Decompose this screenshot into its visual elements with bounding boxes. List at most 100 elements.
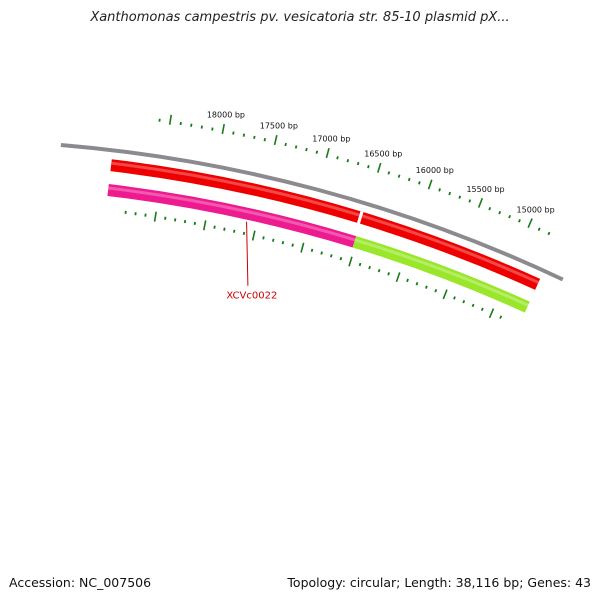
ruler-minor-tick (397, 174, 401, 178)
ruler-major-tick (427, 179, 433, 190)
ruler-minor-tick (356, 161, 360, 166)
reverse-strand-track (107, 184, 530, 313)
reverse-gene-xcvc0022-highlight (108, 186, 356, 242)
gene-label[interactable]: XCVc0022 (226, 291, 277, 302)
ruler-minor-tick (438, 188, 441, 192)
ruler-major-tick (221, 123, 225, 135)
ruler-label: 17000 bp (312, 135, 350, 144)
ruler-minor-tick (294, 145, 298, 149)
forward-gene-left[interactable] (110, 159, 361, 223)
forward-gene-right[interactable] (359, 212, 541, 290)
ruler-minor-tick (367, 164, 370, 169)
accession-text: Accession: NC_007506 (9, 575, 152, 590)
ruler-minor-tick (200, 125, 203, 129)
inner-tick (281, 240, 285, 245)
inner-tick (377, 268, 381, 273)
ruler-major-tick (527, 218, 533, 229)
ruler-minor-tick (305, 147, 308, 152)
ruler-minor-tick (211, 127, 214, 131)
inner-tick (480, 307, 484, 312)
reverse-gene-green[interactable] (352, 236, 530, 313)
inner-tick (406, 278, 409, 283)
ruler-label: 18000 bp (207, 110, 245, 119)
ruler-major-tick (273, 135, 278, 146)
ruler-label: 16500 bp (364, 149, 402, 158)
ruler-major-tick (376, 162, 382, 173)
inner-tick (368, 265, 371, 270)
inner-tick (251, 230, 256, 241)
ruler-label: 17500 bp (260, 121, 298, 130)
forward-strand-track (110, 159, 541, 290)
inner-tick (471, 303, 475, 308)
reverse-gene-green-highlight (354, 238, 529, 307)
inner-tick (153, 211, 157, 222)
inner-tick (262, 236, 265, 240)
ruler-minor-tick (518, 219, 521, 223)
ruler-minor-tick (346, 158, 350, 163)
ruler-minor-tick (336, 156, 339, 160)
inner-tick (415, 282, 419, 286)
inner-tick (499, 315, 503, 319)
inner-tick (453, 296, 456, 300)
forward-gene-right-highlight (361, 214, 540, 284)
inner-tick (193, 221, 197, 226)
inner-tick (425, 285, 428, 289)
ruler-minor-tick (407, 177, 411, 182)
gene-label-leader-line (246, 221, 249, 286)
inner-tick (291, 243, 294, 247)
ruler-minor-tick (232, 131, 235, 135)
inner-tick (395, 272, 401, 283)
inner-tick (203, 220, 207, 231)
bp-ruler: 15000 bp 15500 bp 16000 bp 16500 bp 17000 bp… (124, 110, 555, 319)
inner-tick (387, 272, 390, 276)
inner-tick (300, 242, 305, 253)
map-title: Xanthomonas campestris pv. vesicatoria s… (90, 10, 510, 25)
ruler-minor-tick (537, 227, 541, 231)
inner-tick (174, 218, 177, 222)
ruler-major-tick (325, 148, 330, 159)
inner-tick (213, 225, 216, 229)
ruler-minor-tick (387, 171, 391, 175)
inner-tick (358, 262, 362, 267)
ruler-label: 16000 bp (416, 166, 454, 175)
reverse-gene-xcvc0022[interactable] (107, 184, 357, 248)
inner-tick (330, 254, 333, 258)
gene-label-group: XCVc0022 (226, 221, 277, 302)
ruler-minor-tick (508, 214, 512, 219)
inner-tick (272, 238, 275, 242)
inner-tick (339, 256, 343, 261)
inner-tick (310, 248, 314, 253)
inner-tick (434, 289, 438, 293)
ruler-major-tick (477, 197, 484, 208)
ruler-minor-tick (242, 133, 246, 137)
inner-tick (462, 299, 466, 304)
inner-tick (488, 308, 495, 319)
ruler-minor-tick (468, 199, 472, 203)
ruler-minor-tick (315, 150, 319, 154)
topology-summary: Topology: circular; Length: 38,116 bp; G… (287, 575, 591, 590)
inner-tick (320, 251, 323, 255)
inner-tick (442, 289, 448, 300)
ruler-label: 15500 bp (466, 185, 504, 194)
ruler-minor-tick (547, 231, 551, 236)
ruler-minor-tick (458, 195, 462, 199)
ruler-minor-tick (284, 142, 287, 147)
inner-tick (242, 231, 246, 236)
inner-tick (348, 256, 353, 267)
ruler-minor-tick (253, 135, 256, 140)
inner-tick (223, 227, 226, 231)
ruler-minor-tick (263, 138, 267, 142)
inner-tick (183, 219, 187, 224)
ruler-minor-tick (190, 123, 193, 127)
ruler-minor-tick (448, 191, 452, 196)
inner-tick (232, 229, 236, 233)
ruler-minor-tick (498, 210, 502, 215)
backbone-ring (60, 143, 564, 282)
ruler-label: 15000 bp (517, 205, 555, 214)
ruler-minor-tick (488, 206, 492, 211)
ruler-minor-tick (418, 181, 421, 185)
forward-gene-left-highlight (111, 161, 360, 217)
ruler-major-tick (168, 114, 173, 125)
